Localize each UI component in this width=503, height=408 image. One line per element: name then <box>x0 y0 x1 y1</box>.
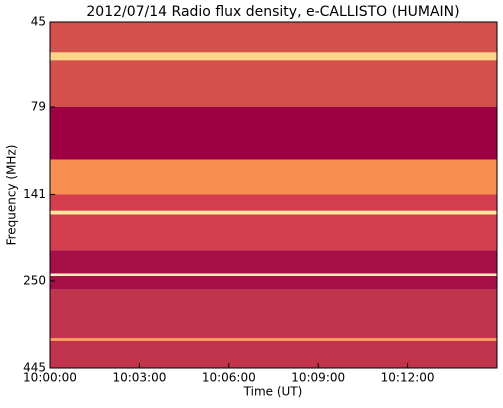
spectrum-band <box>50 194 497 251</box>
y-tick-label: 79 <box>31 99 46 113</box>
y-tick-label: 445 <box>23 361 46 375</box>
spectrum-band <box>50 106 497 160</box>
spectrum-band <box>50 250 497 290</box>
x-axis-label: Time (UT) <box>243 385 303 399</box>
spectrum-band <box>50 338 497 341</box>
x-tick-label: 10:06:00 <box>202 371 256 385</box>
y-axis-label: Frequency (MHz) <box>5 145 19 246</box>
x-tick-label: 10:03:00 <box>112 371 166 385</box>
spectrum-band <box>50 22 497 107</box>
y-tick-label: 250 <box>23 273 46 287</box>
y-tick-label: 141 <box>23 187 46 201</box>
y-tick-label: 45 <box>31 15 46 29</box>
spectrum-band <box>50 52 497 61</box>
x-tick-label: 10:09:00 <box>291 371 345 385</box>
spectrum-band <box>50 273 497 277</box>
plot-frame <box>49 21 498 369</box>
x-tick-label: 10:00:00 <box>23 371 77 385</box>
spectrum-band <box>50 289 497 368</box>
spectrum-band <box>50 210 497 215</box>
x-tick-label: 10:12:00 <box>381 371 435 385</box>
chart-title: 2012/07/14 Radio flux density, e-CALLIST… <box>86 4 459 20</box>
spectrum-band <box>50 159 497 195</box>
